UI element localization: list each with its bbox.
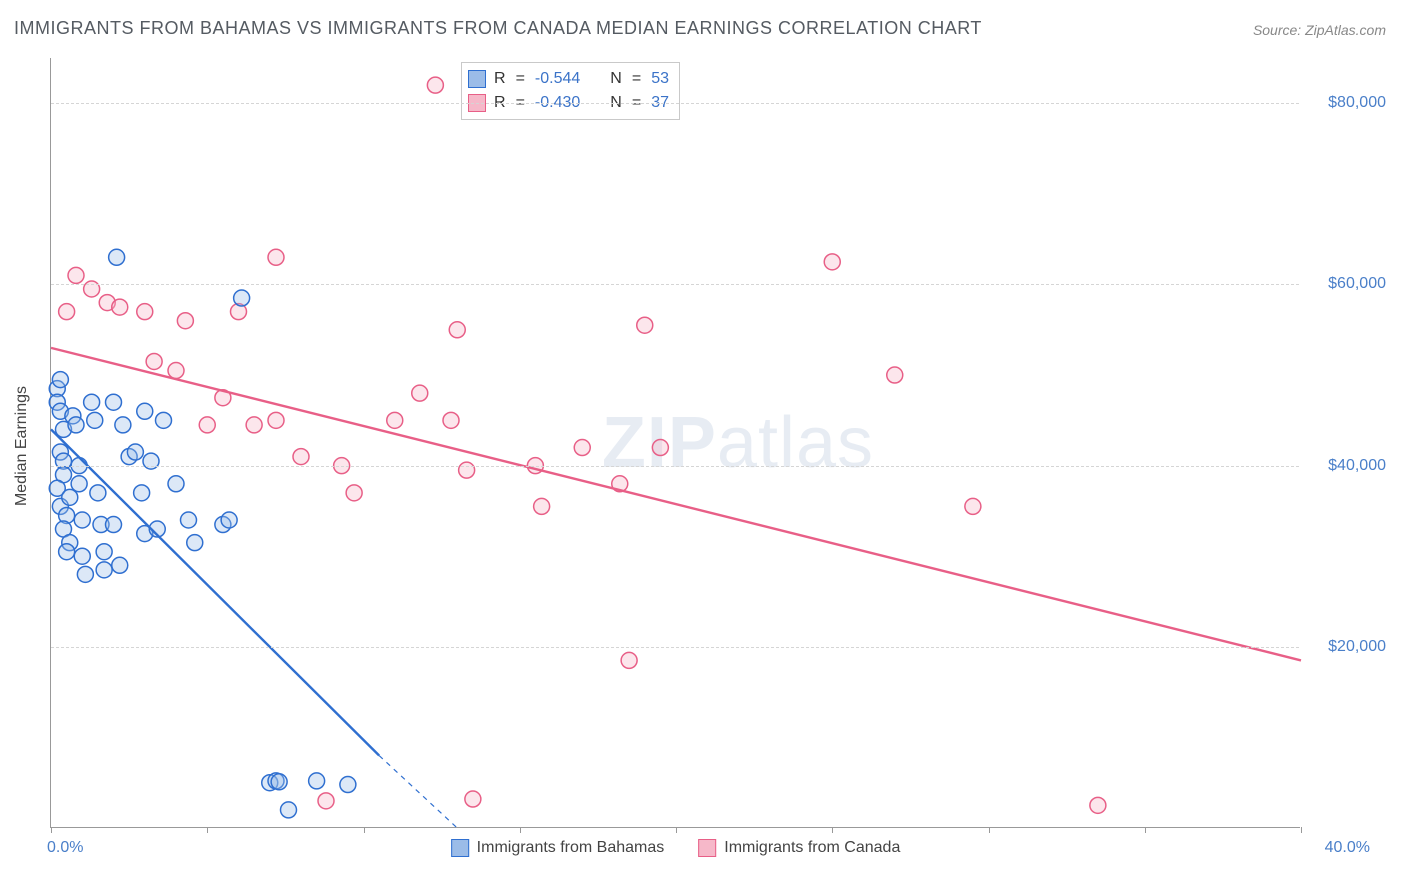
x-tick <box>51 827 52 833</box>
data-point-bahamas <box>234 290 250 306</box>
data-point-bahamas <box>271 774 287 790</box>
data-point-canada <box>443 412 459 428</box>
data-point-canada <box>652 440 668 456</box>
data-point-canada <box>387 412 403 428</box>
data-point-canada <box>137 304 153 320</box>
data-point-bahamas <box>109 249 125 265</box>
data-point-canada <box>199 417 215 433</box>
data-point-bahamas <box>74 548 90 564</box>
data-point-bahamas <box>106 517 122 533</box>
data-point-canada <box>637 317 653 333</box>
x-tick <box>989 827 990 833</box>
data-point-canada <box>268 412 284 428</box>
data-point-canada <box>268 249 284 265</box>
source-attribution: Source: ZipAtlas.com <box>1253 22 1386 38</box>
y-tick-label: $80,000 <box>1328 94 1386 112</box>
data-point-canada <box>346 485 362 501</box>
data-point-bahamas <box>309 773 325 789</box>
swatch-bahamas <box>451 839 469 857</box>
data-point-bahamas <box>84 394 100 410</box>
data-point-bahamas <box>115 417 131 433</box>
data-point-canada <box>318 793 334 809</box>
data-point-bahamas <box>52 372 68 388</box>
data-point-bahamas <box>168 476 184 492</box>
gridline-h <box>51 103 1299 104</box>
data-point-bahamas <box>340 777 356 793</box>
gridline-h <box>51 284 1299 285</box>
data-point-bahamas <box>59 544 75 560</box>
x-tick <box>1301 827 1302 833</box>
data-point-canada <box>293 449 309 465</box>
data-point-canada <box>168 363 184 379</box>
y-tick-label: $20,000 <box>1328 638 1386 656</box>
x-tick <box>676 827 677 833</box>
data-point-bahamas <box>90 485 106 501</box>
data-point-canada <box>427 77 443 93</box>
legend-series: Immigrants from Bahamas Immigrants from … <box>451 839 901 857</box>
data-point-bahamas <box>137 403 153 419</box>
x-tick <box>832 827 833 833</box>
regression-line-canada <box>51 348 1301 661</box>
data-point-canada <box>177 313 193 329</box>
legend-item-canada: Immigrants from Canada <box>698 839 900 857</box>
data-point-canada <box>965 498 981 514</box>
chart-title: IMMIGRANTS FROM BAHAMAS VS IMMIGRANTS FR… <box>14 18 982 39</box>
legend-label-canada: Immigrants from Canada <box>724 839 900 857</box>
data-point-canada <box>621 652 637 668</box>
x-tick <box>1145 827 1146 833</box>
data-point-bahamas <box>74 512 90 528</box>
x-tick <box>364 827 365 833</box>
swatch-canada <box>698 839 716 857</box>
data-point-bahamas <box>68 417 84 433</box>
y-axis-title: Median Earnings <box>13 386 31 506</box>
data-point-canada <box>465 791 481 807</box>
chart-plot-area: ZIPatlas R = -0.544 N = 53 R = -0.430 N … <box>50 58 1300 828</box>
data-point-canada <box>59 304 75 320</box>
data-point-canada <box>246 417 262 433</box>
data-point-bahamas <box>112 557 128 573</box>
data-point-canada <box>887 367 903 383</box>
x-tick <box>207 827 208 833</box>
data-point-canada <box>459 462 475 478</box>
data-point-bahamas <box>134 485 150 501</box>
regression-line-bahamas <box>51 429 379 755</box>
data-point-bahamas <box>281 802 297 818</box>
y-tick-label: $40,000 <box>1328 457 1386 475</box>
x-tick <box>520 827 521 833</box>
data-point-canada <box>824 254 840 270</box>
data-point-bahamas <box>71 476 87 492</box>
data-point-canada <box>84 281 100 297</box>
data-point-canada <box>412 385 428 401</box>
data-point-bahamas <box>143 453 159 469</box>
gridline-h <box>51 466 1299 467</box>
data-point-bahamas <box>96 544 112 560</box>
data-point-canada <box>112 299 128 315</box>
y-tick-label: $60,000 <box>1328 275 1386 293</box>
data-point-bahamas <box>156 412 172 428</box>
data-point-bahamas <box>221 512 237 528</box>
data-point-bahamas <box>96 562 112 578</box>
data-point-canada <box>534 498 550 514</box>
data-point-canada <box>146 353 162 369</box>
x-axis-max-label: 40.0% <box>1325 839 1370 857</box>
data-point-canada <box>574 440 590 456</box>
legend-item-bahamas: Immigrants from Bahamas <box>451 839 665 857</box>
data-point-bahamas <box>106 394 122 410</box>
data-point-bahamas <box>62 489 78 505</box>
data-point-canada <box>1090 797 1106 813</box>
data-point-bahamas <box>187 535 203 551</box>
data-point-bahamas <box>127 444 143 460</box>
data-point-bahamas <box>77 566 93 582</box>
data-point-canada <box>68 267 84 283</box>
data-point-bahamas <box>181 512 197 528</box>
data-point-bahamas <box>87 412 103 428</box>
legend-label-bahamas: Immigrants from Bahamas <box>477 839 665 857</box>
scatter-svg <box>51 58 1300 827</box>
x-axis-min-label: 0.0% <box>47 839 83 857</box>
data-point-canada <box>449 322 465 338</box>
gridline-h <box>51 647 1299 648</box>
regression-line-dash-bahamas <box>379 756 457 828</box>
